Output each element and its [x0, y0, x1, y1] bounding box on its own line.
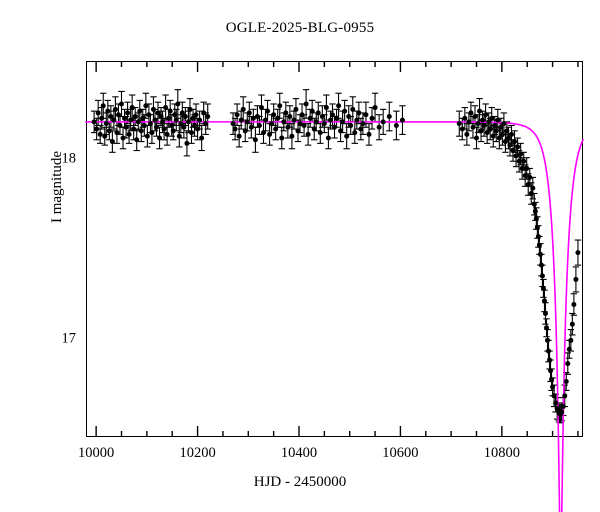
y-axis-label: I magnitude [49, 150, 65, 224]
x-axis-label: HJD - 2450000 [253, 474, 347, 490]
data-points [91, 101, 581, 417]
y-tick-label: 18 [61, 150, 77, 167]
model-curve [85, 121, 584, 512]
x-tick-label: 10600 [382, 445, 419, 461]
x-tick-label: 10400 [280, 445, 318, 461]
y-tick-label: 17 [61, 330, 77, 347]
x-tick-label: 10000 [78, 445, 115, 461]
plot-canvas [85, 61, 584, 512]
x-tick-label: 10800 [483, 445, 520, 461]
axis-ticks [95, 61, 579, 437]
x-tick-label: 10200 [179, 445, 216, 461]
page-title: OGLE-2025-BLG-0955 [225, 20, 375, 36]
plot-frame [86, 61, 583, 437]
